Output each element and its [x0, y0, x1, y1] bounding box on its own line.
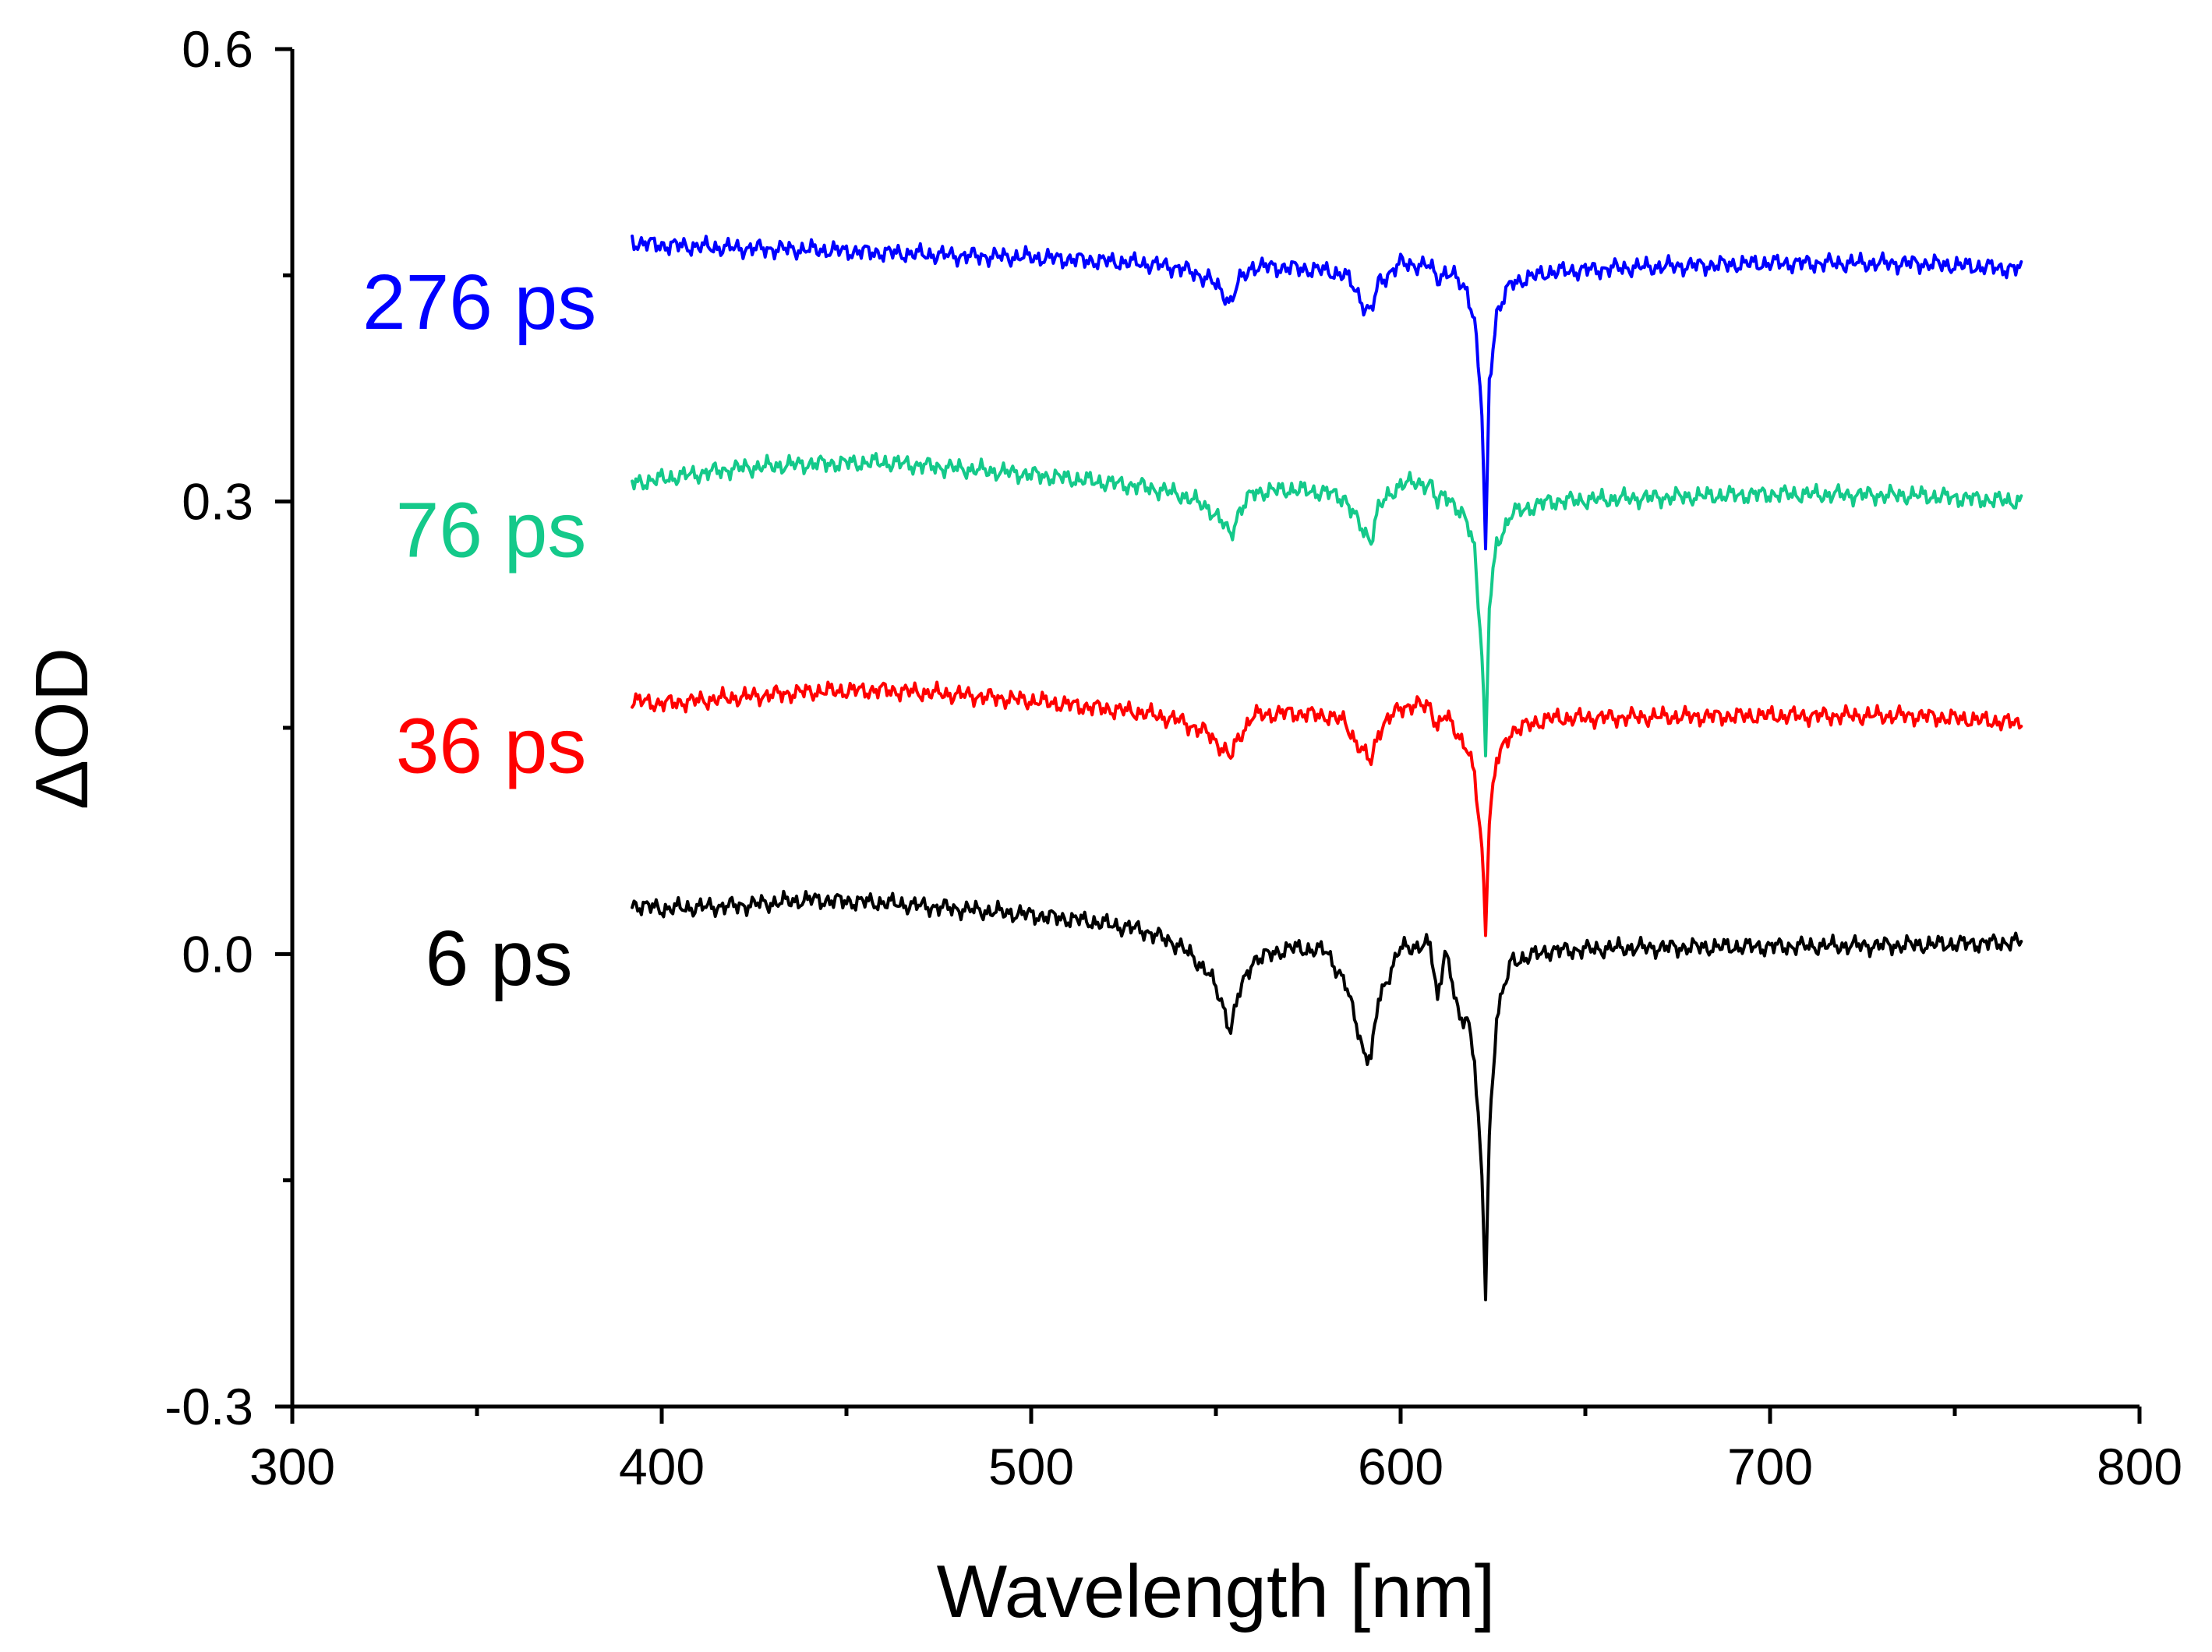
- series-line-6-ps: [631, 889, 2023, 1301]
- x-tick-label: 700: [1727, 1438, 1813, 1495]
- y-tick-label: -0.3: [164, 1378, 253, 1435]
- x-tick-label: 500: [988, 1438, 1074, 1495]
- y-axis-title: ΔOD: [20, 648, 104, 810]
- x-tick-label: 600: [1358, 1438, 1443, 1495]
- x-axis-title: Wavelength [nm]: [937, 1550, 1496, 1633]
- series-label-36-ps: 36 ps: [396, 702, 587, 789]
- x-tick-label: 300: [249, 1438, 335, 1495]
- series-label-76-ps: 76 ps: [396, 487, 587, 574]
- series-line-76-ps: [631, 452, 2023, 757]
- x-tick-label: 800: [2097, 1438, 2182, 1495]
- y-tick-label: 0.3: [182, 473, 253, 531]
- series-label-6-ps: 6 ps: [426, 915, 573, 1002]
- x-tick-label: 400: [619, 1438, 705, 1495]
- series-line-36-ps: [631, 680, 2023, 937]
- series-line-276-ps: [631, 235, 2023, 551]
- series-label-276-ps: 276 ps: [362, 259, 596, 346]
- series-labels: 276 ps 76 ps 36 ps 6 ps: [362, 259, 596, 1002]
- data-series: [631, 235, 2023, 1301]
- axis-ticks: 300 400 500 600 700 800 -0.3 0.0 0.3 0.6: [164, 20, 2182, 1495]
- y-tick-label: 0.6: [182, 20, 253, 78]
- y-tick-label: 0.0: [182, 925, 253, 983]
